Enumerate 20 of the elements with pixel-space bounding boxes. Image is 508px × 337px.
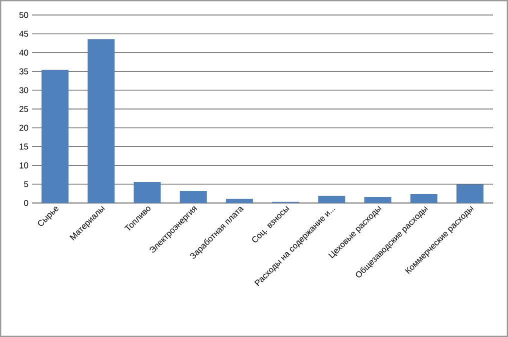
bar: [180, 190, 207, 203]
y-tick-label: 35: [19, 68, 28, 74]
y-tick-label: 45: [19, 30, 28, 37]
bar: [226, 198, 253, 203]
y-tick-label: 30: [19, 87, 28, 94]
y-tick-label: 40: [19, 50, 28, 56]
bar: [134, 182, 161, 203]
bar: [88, 39, 115, 203]
bar: [318, 196, 346, 203]
y-tick-label: 10: [20, 162, 28, 168]
y-tick-label: 5: [24, 181, 28, 188]
bar: [42, 70, 69, 203]
bar: [364, 196, 392, 203]
y-tick-label: 25: [19, 106, 28, 112]
y-tick-label: 15: [20, 144, 28, 150]
y-tick-label: 50: [19, 12, 28, 18]
bar: [410, 194, 438, 203]
y-tick-label: 0: [24, 200, 28, 206]
bar: [456, 184, 484, 203]
y-tick-label: 20: [19, 124, 28, 131]
